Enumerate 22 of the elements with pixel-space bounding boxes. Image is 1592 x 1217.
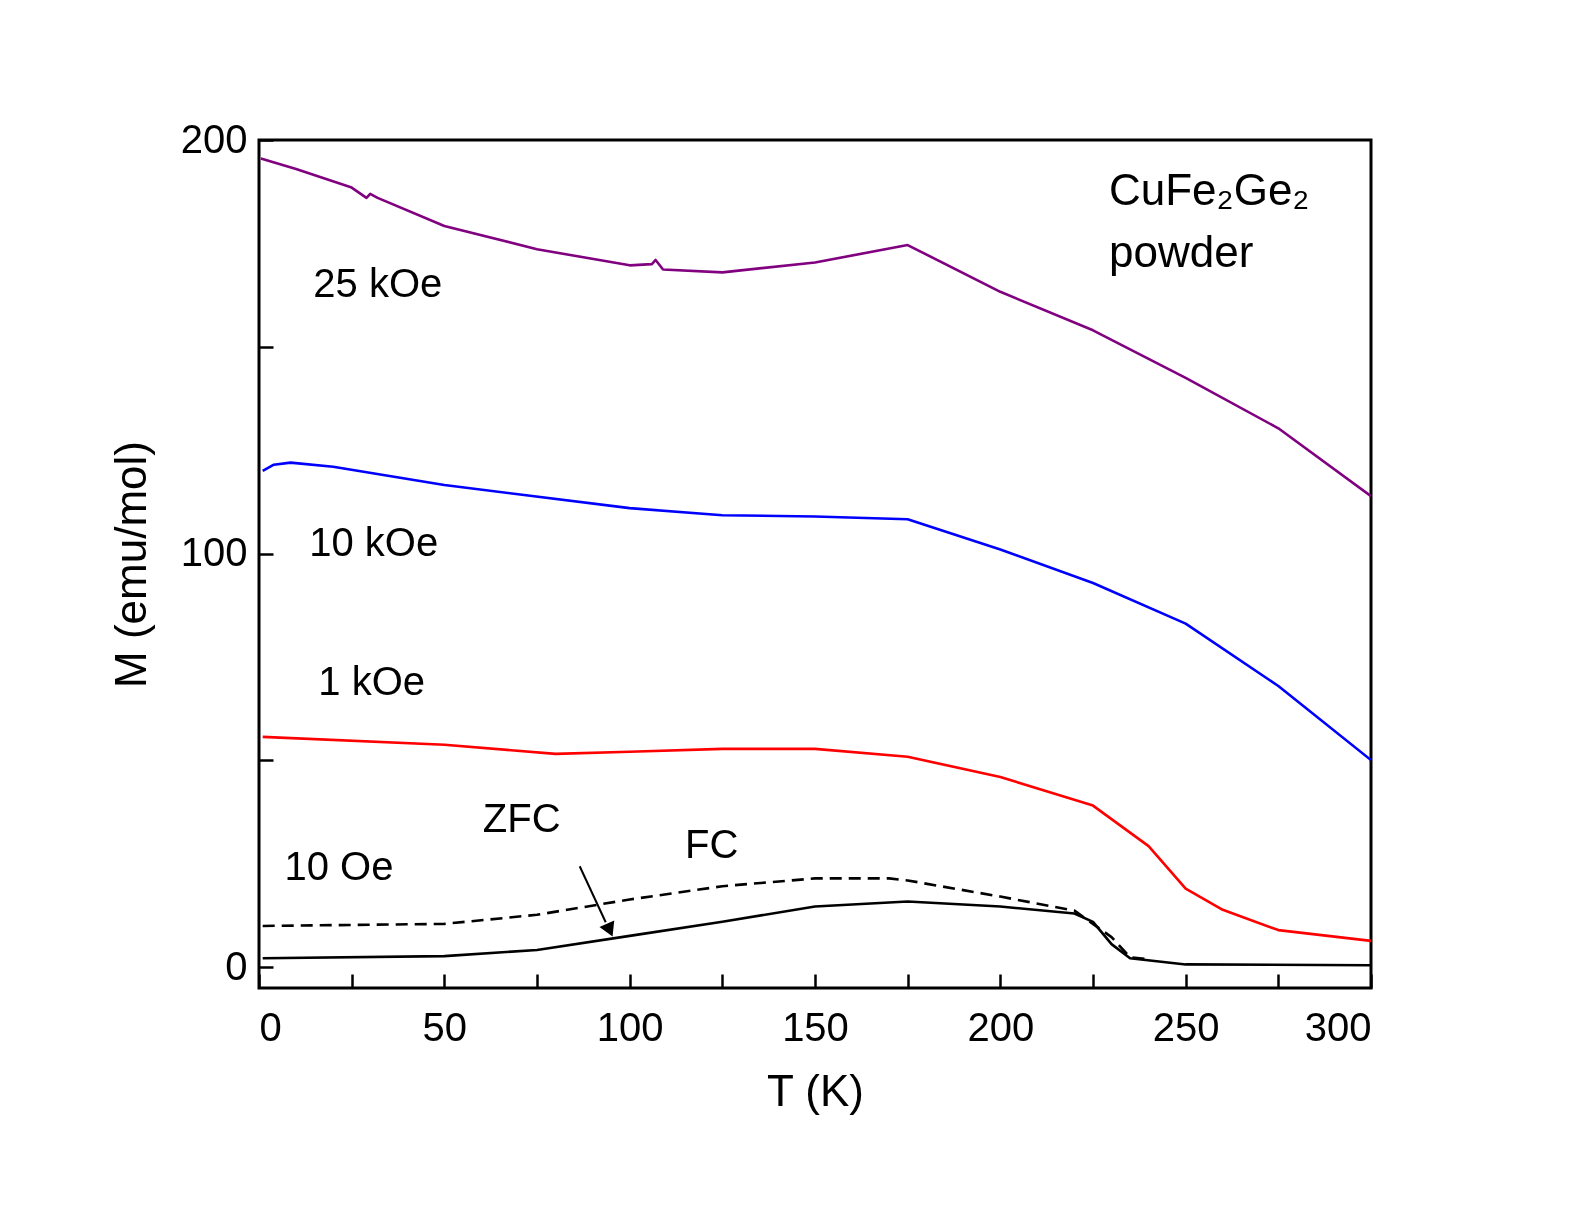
x-tick-label: 200: [967, 1004, 1035, 1049]
text: ZFC: [482, 796, 561, 841]
y-tick-label: 0: [225, 943, 248, 988]
y-tick-label: 200: [180, 116, 248, 161]
annotation: CuFe₂Ge₂ powder: [1109, 165, 1310, 276]
x-tick-label: 250: [1152, 1004, 1220, 1049]
line-series: [261, 461, 1371, 762]
line-series: [259, 157, 1371, 498]
x-axis-title: T (K): [767, 1065, 864, 1115]
series-label: 1 kOe: [318, 658, 426, 703]
line-series: [261, 735, 1371, 943]
x-tick-label: 300: [1304, 1004, 1372, 1049]
series-label: 10 kOe: [309, 519, 439, 564]
x-tick-label: 100: [596, 1004, 664, 1049]
y-axis-title: M (emu/mol): [105, 441, 155, 688]
x-tick-label: 50: [422, 1004, 468, 1049]
y-tick-label: 100: [180, 530, 248, 575]
annotation: 10 Oe: [284, 844, 394, 888]
series-label: FC: [685, 821, 739, 866]
x-tick-label: 0: [259, 1004, 282, 1049]
series-label: 25 kOe: [313, 260, 443, 305]
x-tick-label: 150: [782, 1004, 849, 1049]
